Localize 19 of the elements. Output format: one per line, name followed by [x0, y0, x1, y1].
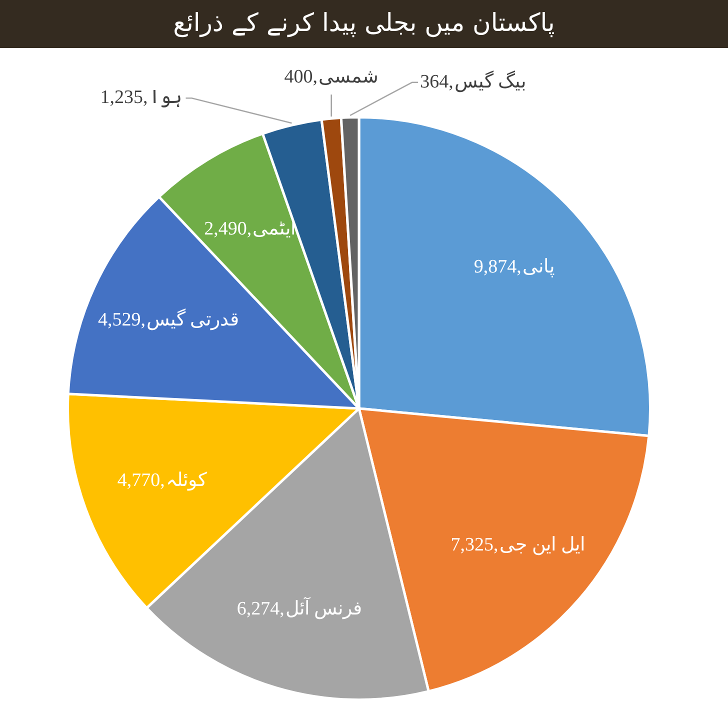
slice-label: بیگ گیس	[454, 69, 526, 92]
data-label: 6,274,	[236, 598, 284, 620]
data-label: 9,874,	[474, 256, 522, 278]
slice-label: فرنس آئل	[285, 596, 362, 620]
slice-label: ہوا	[148, 87, 182, 108]
chart-title: پاکستان میں بجلی پیدا کرنے کے ذرائع	[0, 0, 728, 48]
data-label: 4,770,	[117, 470, 165, 491]
slice-label: ایٹمی	[252, 218, 296, 240]
data-label: 7,325,	[450, 534, 498, 556]
data-label: 4,529,	[98, 310, 146, 331]
data-label: 1,235,	[100, 87, 148, 108]
slice-label: شمسی	[318, 66, 378, 88]
slice-label: قدرتی گیس	[146, 308, 240, 331]
slice-label: پانی	[522, 256, 554, 278]
slice-label: ایل این جی	[499, 534, 585, 556]
data-label: 2,490,	[204, 218, 252, 240]
data-label: 364,	[420, 71, 454, 92]
slice-label: کوئلہ	[166, 470, 208, 491]
data-label: 400,	[284, 66, 318, 88]
